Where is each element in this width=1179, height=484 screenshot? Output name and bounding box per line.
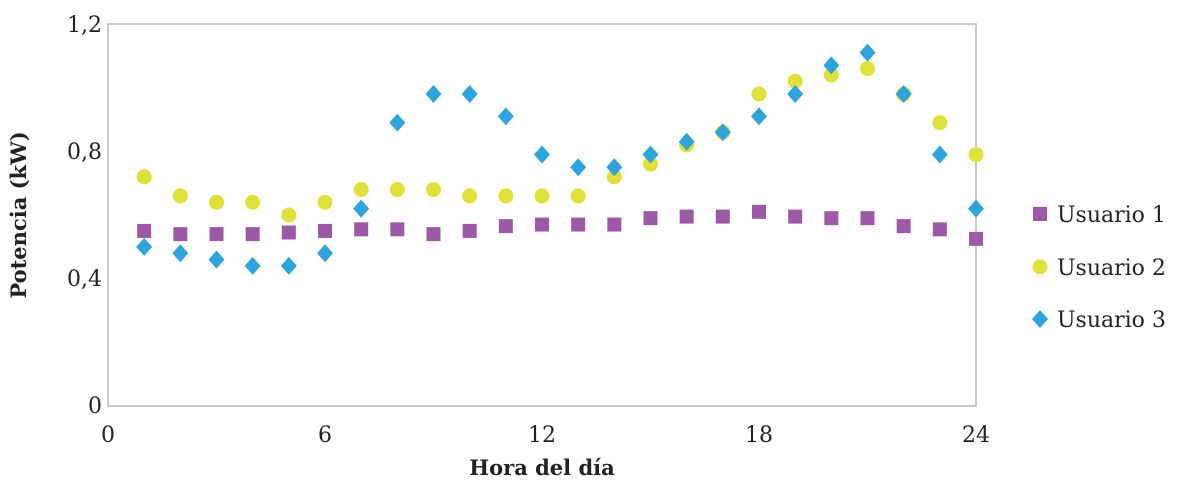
- point-usuario-2-3: [209, 194, 224, 210]
- point-usuario-1-8: [390, 222, 405, 237]
- point-usuario-1-14: [607, 217, 622, 232]
- x-tick-label: 0: [101, 423, 115, 448]
- point-usuario-1-12: [535, 217, 549, 232]
- point-usuario-3-11: [497, 107, 514, 126]
- legend-marker-usuario-1: [1033, 207, 1047, 221]
- legend-marker-usuario-3: [1032, 310, 1048, 328]
- point-usuario-1-2: [173, 227, 188, 242]
- y-tick-label: 0,4: [67, 267, 102, 292]
- point-usuario-3-1: [136, 237, 153, 256]
- point-usuario-3-10: [461, 85, 478, 104]
- point-usuario-1-4: [245, 227, 260, 242]
- point-usuario-2-23: [932, 115, 948, 131]
- point-usuario-1-11: [498, 219, 513, 234]
- point-usuario-2-12: [534, 188, 550, 204]
- x-axis-title: Hora del día: [469, 455, 615, 480]
- point-usuario-3-5: [280, 256, 297, 275]
- point-usuario-3-16: [678, 132, 695, 151]
- point-usuario-1-24: [969, 231, 983, 246]
- point-usuario-3-4: [244, 256, 261, 275]
- point-usuario-3-18: [751, 107, 767, 126]
- y-axis-title: Potencia (kW): [6, 131, 31, 298]
- plot-area-border: [107, 23, 977, 407]
- point-usuario-2-13: [570, 188, 586, 204]
- point-usuario-3-14: [606, 158, 623, 177]
- point-usuario-3-7: [353, 199, 370, 218]
- y-tick-label: 0,8: [67, 140, 102, 165]
- point-usuario-2-24: [968, 147, 984, 163]
- x-tick-label: 12: [528, 423, 556, 448]
- point-usuario-2-11: [498, 188, 514, 204]
- point-usuario-3-2: [172, 244, 189, 263]
- point-usuario-1-21: [860, 211, 875, 226]
- point-usuario-3-24: [968, 199, 984, 218]
- point-usuario-3-17: [714, 123, 731, 142]
- x-tick-label: 6: [318, 423, 332, 448]
- point-usuario-1-5: [281, 225, 296, 240]
- point-usuario-3-8: [389, 113, 406, 132]
- point-usuario-2-14: [606, 169, 622, 185]
- point-usuario-1-10: [462, 223, 477, 238]
- point-usuario-2-19: [787, 73, 803, 89]
- point-usuario-1-9: [426, 227, 441, 242]
- point-usuario-1-3: [209, 227, 224, 242]
- point-usuario-3-22: [895, 85, 912, 104]
- point-usuario-3-13: [570, 158, 587, 177]
- point-usuario-2-7: [353, 182, 369, 198]
- point-usuario-1-6: [318, 223, 332, 238]
- point-usuario-1-17: [715, 209, 730, 224]
- point-usuario-2-9: [426, 182, 441, 198]
- point-usuario-2-4: [245, 194, 261, 210]
- point-usuario-3-23: [931, 145, 948, 164]
- point-usuario-3-9: [425, 85, 442, 104]
- point-usuario-3-20: [823, 56, 840, 75]
- point-usuario-2-6: [317, 194, 333, 210]
- point-usuario-1-19: [788, 209, 803, 224]
- point-usuario-2-10: [462, 188, 478, 204]
- point-usuario-1-7: [354, 222, 369, 237]
- point-usuario-3-12: [534, 145, 550, 164]
- point-usuario-2-18: [751, 86, 767, 102]
- legend: Usuario 1 Usuario 2 Usuario 3: [1032, 203, 1166, 333]
- point-usuario-3-19: [787, 85, 804, 104]
- point-usuario-2-8: [389, 182, 405, 198]
- point-usuario-3-3: [208, 250, 225, 269]
- legend-label: Usuario 3: [1057, 308, 1166, 333]
- point-usuario-2-15: [643, 156, 658, 172]
- point-usuario-1-18: [752, 204, 766, 219]
- point-usuario-1-22: [896, 219, 911, 234]
- point-usuario-2-21: [860, 61, 875, 77]
- y-tick-label: 0: [88, 394, 102, 419]
- point-usuario-3-15: [642, 145, 659, 164]
- point-usuario-1-15: [643, 211, 658, 226]
- x-tick-label: 18: [745, 423, 773, 448]
- y-tick-label: 1,2: [67, 13, 102, 38]
- point-usuario-2-1: [136, 169, 152, 185]
- point-usuario-2-20: [823, 67, 839, 83]
- point-usuario-1-16: [679, 209, 694, 224]
- data-points: [136, 43, 984, 275]
- point-usuario-1-13: [571, 217, 586, 232]
- point-usuario-1-23: [932, 222, 947, 237]
- point-usuario-2-2: [172, 188, 188, 204]
- point-usuario-1-1: [137, 223, 152, 238]
- legend-label: Usuario 2: [1057, 256, 1166, 281]
- x-tick-label: 24: [962, 423, 990, 448]
- point-usuario-3-6: [317, 244, 333, 263]
- legend-marker-usuario-2: [1032, 259, 1048, 275]
- point-usuario-2-5: [281, 207, 297, 223]
- point-usuario-1-20: [824, 211, 839, 226]
- legend-label: Usuario 1: [1057, 203, 1166, 228]
- point-usuario-3-21: [859, 43, 876, 62]
